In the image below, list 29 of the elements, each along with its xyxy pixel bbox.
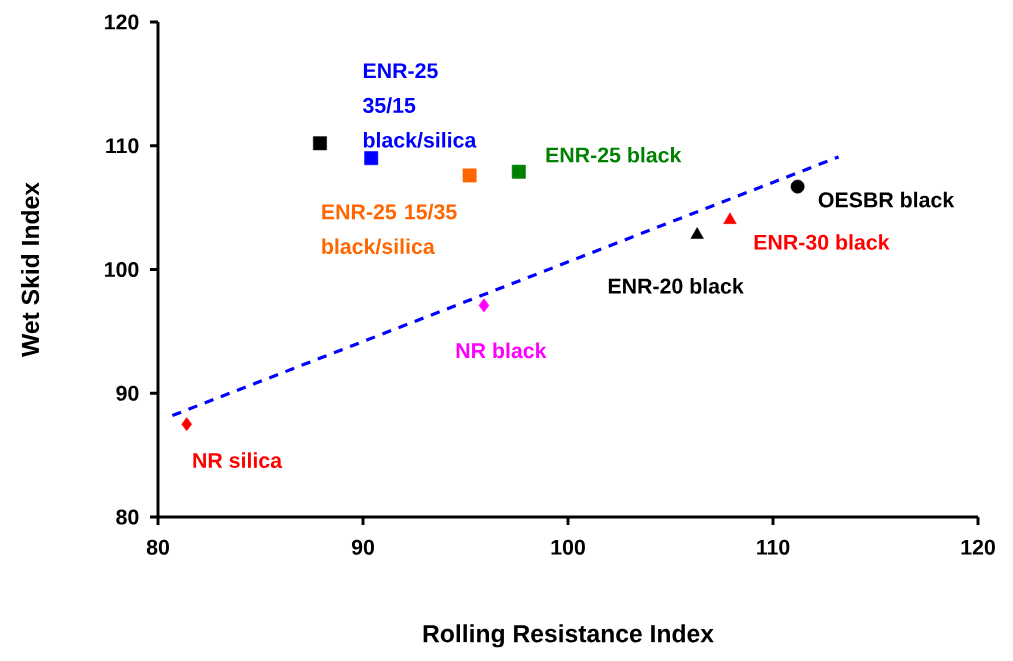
y-axis-title: Wet Skid Index <box>21 182 40 357</box>
point <box>790 179 805 194</box>
x-axis-title: Rolling Resistance Index <box>423 624 714 648</box>
y-tick-label: 100 <box>105 261 139 278</box>
point <box>462 168 477 183</box>
point <box>181 417 192 432</box>
series-label: NR black <box>456 342 547 359</box>
point <box>690 227 704 239</box>
point <box>478 298 490 313</box>
x-tick-label: 80 <box>146 539 169 555</box>
text: ENR-20 black <box>608 278 744 294</box>
point <box>723 212 737 224</box>
x-tick-label: 110 <box>757 539 790 555</box>
point <box>364 151 379 166</box>
point <box>313 136 327 151</box>
y-tick-label: 120 <box>105 14 139 30</box>
y-tick-label: 80 <box>116 509 139 525</box>
x-tick-label: 120 <box>961 539 995 555</box>
point <box>511 164 526 179</box>
x-tick-label: 90 <box>351 539 374 555</box>
series-label: NR silica <box>193 452 283 469</box>
series-label: ENR-25 black <box>546 146 682 163</box>
y-tick-label: 90 <box>116 385 139 401</box>
series-label: ENR-25 35/15 black/silica <box>362 63 477 148</box>
x-tick-label: 100 <box>551 539 585 555</box>
y-tick-label: 110 <box>106 138 139 154</box>
series-label: OESBR black <box>818 191 955 208</box>
series-label: ENR-30 black <box>754 234 890 250</box>
series-label: ENR-25 15/35 black/silica <box>322 203 457 255</box>
